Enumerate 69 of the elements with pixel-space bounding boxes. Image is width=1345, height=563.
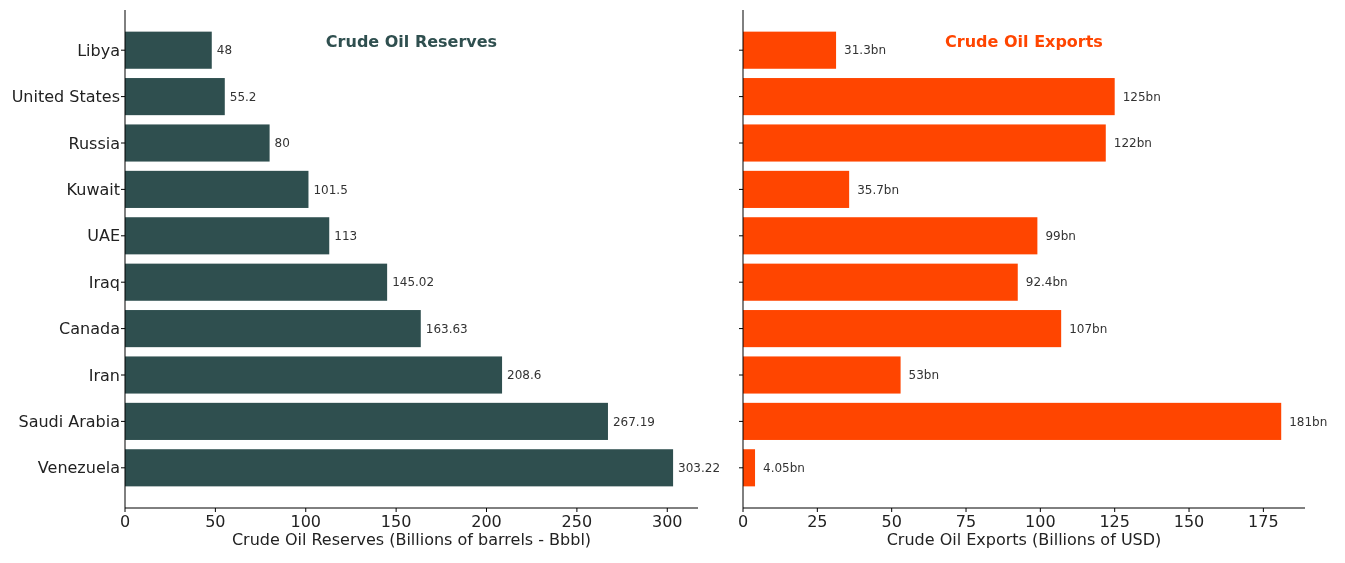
x-tick-label: 75 [955, 512, 977, 531]
data-label: 92.4bn [1025, 275, 1068, 290]
bar [125, 217, 330, 255]
bar [125, 170, 309, 208]
text: Crude Oil Reserves [325, 32, 498, 51]
y-tick-label: United States [11, 87, 120, 107]
data-label: 125bn [1122, 89, 1161, 104]
bar [743, 31, 837, 69]
x-tick-label: 200 [471, 512, 502, 531]
data-label: 303.22 [678, 461, 721, 475]
data-label: 163.63 [425, 321, 468, 336]
bar [125, 449, 674, 487]
data-label: 53bn [908, 368, 940, 383]
x-axis-title: Crude Oil Exports (Billions of USD) [886, 530, 1162, 549]
data-label: 99bn [1045, 229, 1076, 243]
bar [743, 170, 850, 208]
data-label: 55.2 [229, 89, 257, 104]
bar [743, 449, 756, 487]
x-tick-label: 25 [807, 512, 828, 531]
x-tick-label: 50 [881, 512, 902, 531]
bar [743, 310, 1062, 348]
x-tick-label: 150 [1173, 512, 1205, 531]
x-tick-label: 150 [380, 512, 412, 531]
text: Crude Oil Exports [945, 32, 1103, 51]
data-label: 145.02 [392, 275, 435, 290]
bar [743, 356, 901, 394]
data-label: 48 [216, 43, 233, 58]
bar [125, 310, 421, 348]
data-label: 31.3bn [844, 43, 887, 58]
bar [125, 78, 225, 116]
y-tick-label: Saudi Arabia [18, 412, 120, 431]
data-label: 181bn [1289, 414, 1328, 429]
y-tick-label: Iraq [88, 272, 120, 292]
y-tick-label: Iran [88, 365, 120, 385]
data-label: 101.5 [313, 182, 348, 197]
data-label: 267.19 [612, 414, 655, 429]
bar [743, 78, 1115, 116]
bar [743, 402, 1282, 440]
data-label: 208.6 [507, 368, 542, 383]
y-tick-label: Canada [59, 319, 120, 339]
x-tick-label: 300 [652, 512, 683, 531]
y-tick-label: Venezuela [37, 458, 120, 478]
bar [743, 263, 1018, 301]
x-tick-label: 0 [119, 512, 131, 531]
y-tick-label: Russia [68, 133, 120, 153]
x-tick-label: 100 [290, 512, 322, 531]
data-label: 107bn [1069, 321, 1108, 336]
data-label: 4.05bn [763, 461, 805, 475]
x-tick-label: 0 [737, 512, 749, 531]
y-tick-label: Libya [77, 40, 120, 60]
bar [125, 124, 270, 162]
data-label: 122bn [1113, 136, 1152, 151]
x-axis-title: Crude Oil Reserves (Billions of barrels - Bbbl) [231, 530, 592, 549]
bar [125, 356, 503, 394]
data-label: 35.7bn [857, 182, 900, 197]
x-tick-label: 175 [1248, 512, 1279, 531]
y-tick-label: Kuwait [66, 180, 120, 199]
bar [125, 31, 212, 69]
bar [743, 217, 1038, 255]
x-tick-label: 125 [1099, 512, 1130, 531]
bar [743, 124, 1106, 162]
bar [125, 263, 388, 301]
x-tick-label: 250 [561, 512, 593, 531]
x-tick-label: 50 [205, 512, 226, 531]
bar [125, 402, 608, 440]
data-label: 113 [334, 229, 358, 243]
y-tick-label: UAE [87, 226, 120, 246]
data-label: 80 [274, 136, 290, 151]
x-tick-label: 100 [1025, 512, 1056, 531]
